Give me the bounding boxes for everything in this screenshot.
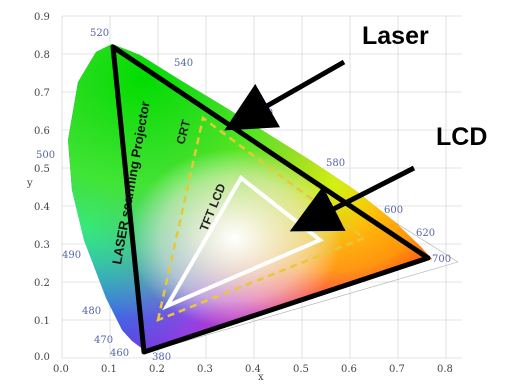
wavelength-label: 490 — [62, 250, 81, 261]
laser-projector-gamut-triangle — [110, 44, 431, 355]
y-tick-label: 0.0 — [34, 352, 50, 363]
y-tick-label: 0.3 — [34, 240, 50, 251]
laser-callout-label: Laser — [362, 22, 429, 50]
y-tick-label: 0.7 — [34, 88, 50, 99]
wavelength-label: 540 — [174, 58, 193, 69]
wavelength-label: 380 — [152, 352, 171, 363]
x-tick-label: 0.1 — [101, 364, 117, 375]
x-tick-label: 0.6 — [341, 364, 357, 375]
y-tick-label: 0.6 — [34, 126, 50, 137]
laser-callout-arrow — [224, 59, 346, 131]
y-tick-label: 0.2 — [34, 278, 50, 289]
wavelength-label: 480 — [82, 306, 101, 317]
crt-gamut-triangle — [156, 115, 367, 323]
wavelength-label: 470 — [94, 335, 113, 346]
y-tick-label: 0.9 — [34, 12, 50, 23]
x-tick-label: 0.7 — [389, 364, 405, 375]
y-tick-label: 0.8 — [34, 50, 50, 61]
wavelength-label: 580 — [326, 158, 345, 169]
y-tick-label: 0.5 — [34, 164, 50, 175]
wavelength-label: 600 — [384, 205, 403, 216]
x-axis-ticks: 0.0 0.1 0.2 0.3 0.4 0.5 0.6 0.7 0.8 — [53, 364, 453, 375]
x-tick-label: 0.2 — [149, 364, 165, 375]
tft-lcd-gamut-triangle — [162, 175, 324, 311]
x-tick-label: 0.3 — [197, 364, 213, 375]
x-tick-label: 0.4 — [245, 364, 261, 375]
x-tick-label: 0.5 — [293, 364, 309, 375]
wavelength-label: 460 — [110, 348, 129, 359]
wavelength-label: 700 — [432, 254, 451, 265]
y-tick-label: 0.1 — [34, 316, 50, 327]
wavelength-label: 620 — [416, 228, 435, 239]
y-tick-label: 0.4 — [34, 202, 50, 213]
x-axis-label: x — [258, 372, 264, 381]
lcd-callout-arrow — [289, 165, 416, 232]
x-tick-label: 0.0 — [53, 364, 69, 375]
lcd-callout-label: LCD — [436, 123, 487, 151]
y-axis-ticks: 0.9 0.8 0.7 0.6 0.5 0.4 0.3 0.2 0.1 0.0 — [34, 12, 50, 363]
y-axis-label: y — [26, 178, 33, 189]
wavelength-label: 500 — [36, 150, 55, 161]
crt-label: CRT — [173, 118, 193, 146]
x-tick-label: 0.8 — [437, 364, 453, 375]
wavelength-label: 520 — [90, 28, 109, 39]
